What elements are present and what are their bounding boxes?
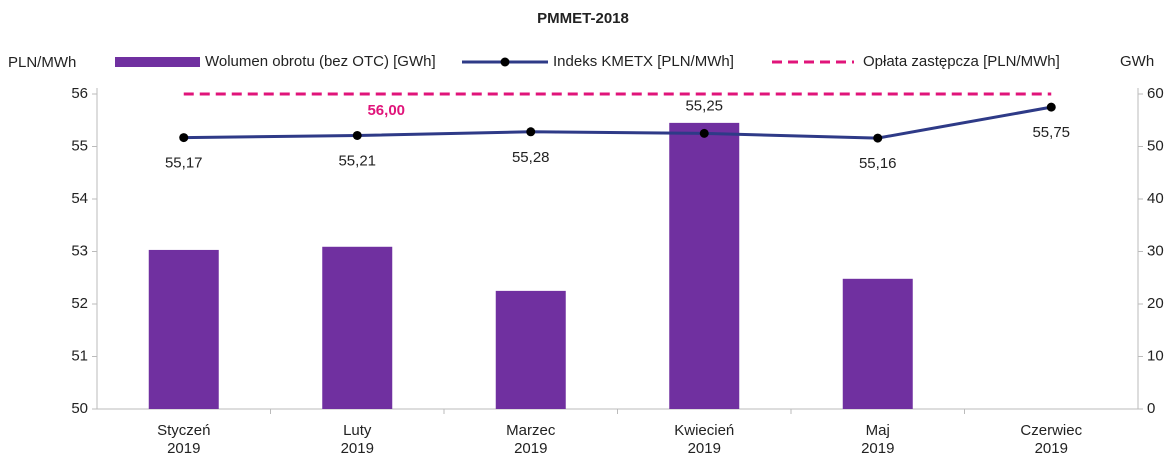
x-tick-label: Luty	[343, 422, 372, 439]
y2-tick-label: 30	[1147, 242, 1164, 259]
x-tick-label: 2019	[167, 440, 200, 457]
line-point	[526, 127, 536, 137]
bar	[322, 246, 393, 409]
data-label: 55,21	[338, 152, 376, 169]
bar	[669, 122, 740, 409]
y2-tick-label: 10	[1147, 347, 1164, 364]
x-tick-label: Maj	[866, 422, 890, 439]
bar	[148, 249, 219, 409]
data-label: 55,28	[512, 149, 550, 166]
bar	[495, 290, 566, 409]
x-tick-label: Kwiecień	[674, 422, 734, 439]
y2-tick-label: 60	[1147, 85, 1164, 102]
x-tick-label: 2019	[861, 440, 894, 457]
y-tick-label: 53	[71, 242, 88, 259]
x-tick-label: Styczeń	[157, 422, 210, 439]
bar	[842, 278, 913, 409]
x-tick-label: Marzec	[506, 422, 556, 439]
x-tick-label: 2019	[514, 440, 547, 457]
y-axis-label: PLN/MWh	[8, 54, 76, 71]
y-tick-label: 51	[71, 347, 88, 364]
chart-title: PMMET-2018	[537, 10, 629, 27]
y-tick-label: 52	[71, 295, 88, 312]
y2-tick-label: 0	[1147, 400, 1155, 417]
line-point	[873, 133, 883, 143]
y-tick-label: 56	[71, 85, 88, 102]
line-point	[1046, 102, 1056, 112]
data-label: 56,00	[367, 102, 405, 119]
y-tick-label: 55	[71, 137, 88, 154]
legend-label: Wolumen obrotu (bez OTC) [GWh]	[205, 53, 436, 70]
line-point	[699, 128, 709, 138]
y2-axis-label: GWh	[1120, 53, 1154, 70]
y2-tick-label: 50	[1147, 137, 1164, 154]
line	[183, 105, 1052, 140]
data-label: 55,16	[859, 155, 897, 172]
data-label: 55,25	[685, 97, 723, 114]
y2-tick-label: 40	[1147, 190, 1164, 207]
data-label: 55,17	[165, 155, 203, 172]
x-tick-label: 2019	[688, 440, 721, 457]
x-tick-label: Czerwiec	[1020, 422, 1082, 439]
legend-swatch	[115, 57, 200, 67]
x-tick-label: 2019	[341, 440, 374, 457]
legend-label: Indeks KMETX [PLN/MWh]	[553, 53, 734, 70]
line-point	[179, 133, 189, 143]
line-point	[352, 130, 362, 140]
data-label: 55,75	[1032, 124, 1070, 141]
legend-label: Opłata zastępcza [PLN/MWh]	[863, 53, 1060, 70]
y-tick-label: 54	[71, 190, 88, 207]
y2-tick-label: 20	[1147, 295, 1164, 312]
legend-swatch-point	[500, 57, 510, 67]
x-tick-label: 2019	[1035, 440, 1068, 457]
y-tick-label: 50	[71, 400, 88, 417]
